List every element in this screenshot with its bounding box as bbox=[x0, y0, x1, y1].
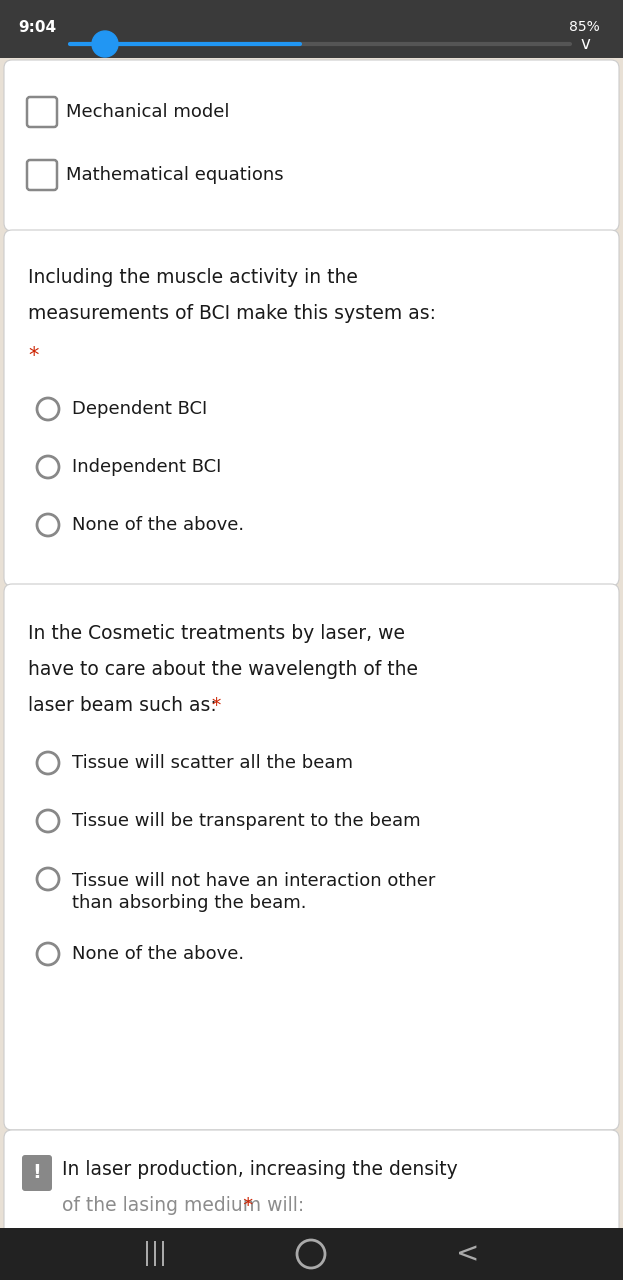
Text: *: * bbox=[206, 696, 221, 716]
Text: Independent BCI: Independent BCI bbox=[72, 458, 221, 476]
Text: 85%: 85% bbox=[569, 20, 600, 35]
FancyBboxPatch shape bbox=[4, 1130, 619, 1256]
Circle shape bbox=[92, 31, 118, 58]
Text: Tissue will not have an interaction other: Tissue will not have an interaction othe… bbox=[72, 872, 435, 890]
Text: Mathematical equations: Mathematical equations bbox=[66, 166, 283, 184]
Text: <: < bbox=[456, 1240, 480, 1268]
Text: 9:04: 9:04 bbox=[18, 20, 56, 35]
Text: Mechanical model: Mechanical model bbox=[66, 102, 229, 122]
FancyBboxPatch shape bbox=[4, 230, 619, 586]
Text: Including the muscle activity in the: Including the muscle activity in the bbox=[28, 268, 358, 287]
Text: In laser production, increasing the density: In laser production, increasing the dens… bbox=[62, 1160, 458, 1179]
Text: Tissue will scatter all the beam: Tissue will scatter all the beam bbox=[72, 754, 353, 772]
Text: Dependent BCI: Dependent BCI bbox=[72, 399, 207, 419]
FancyBboxPatch shape bbox=[0, 0, 623, 58]
Text: *: * bbox=[28, 346, 39, 366]
Text: than absorbing the beam.: than absorbing the beam. bbox=[72, 893, 307, 911]
Text: None of the above.: None of the above. bbox=[72, 945, 244, 963]
FancyBboxPatch shape bbox=[4, 584, 619, 1130]
FancyBboxPatch shape bbox=[27, 97, 57, 127]
Text: v: v bbox=[580, 35, 590, 52]
Text: !: ! bbox=[32, 1164, 42, 1183]
Text: Tissue will be transparent to the beam: Tissue will be transparent to the beam bbox=[72, 812, 421, 829]
Text: In the Cosmetic treatments by laser, we: In the Cosmetic treatments by laser, we bbox=[28, 623, 405, 643]
Text: *: * bbox=[237, 1196, 253, 1215]
FancyBboxPatch shape bbox=[22, 1155, 52, 1190]
Text: have to care about the wavelength of the: have to care about the wavelength of the bbox=[28, 660, 418, 678]
Text: measurements of BCI make this system as:: measurements of BCI make this system as: bbox=[28, 303, 436, 323]
Text: laser beam such as:: laser beam such as: bbox=[28, 696, 217, 716]
FancyBboxPatch shape bbox=[27, 160, 57, 189]
FancyBboxPatch shape bbox=[0, 1228, 623, 1280]
Text: None of the above.: None of the above. bbox=[72, 516, 244, 534]
FancyBboxPatch shape bbox=[4, 60, 619, 230]
Text: of the lasing medium will:: of the lasing medium will: bbox=[62, 1196, 304, 1215]
Text: |||: ||| bbox=[143, 1242, 167, 1266]
